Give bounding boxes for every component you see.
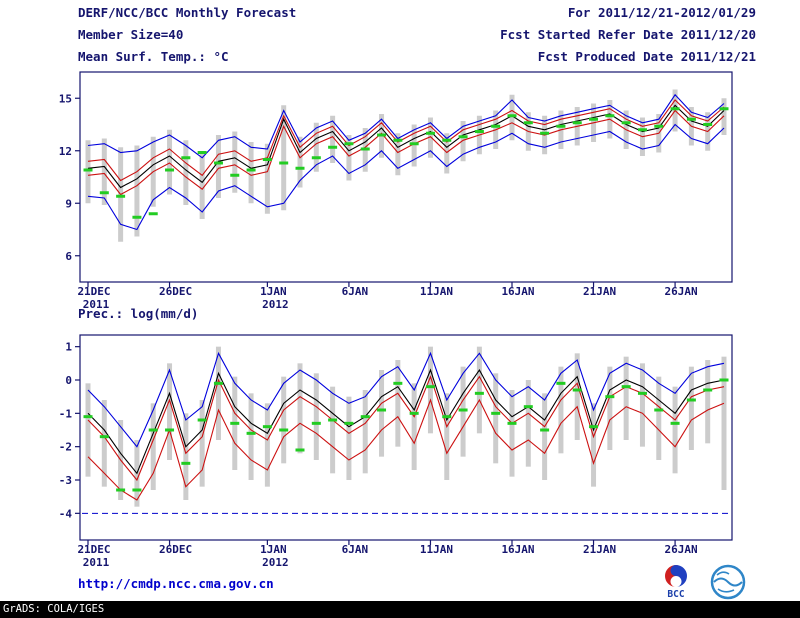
svg-text:2012: 2012 xyxy=(262,556,289,569)
temperature-chart: 15 12 9 6 21DEC 2011 26DEC 1JAN 2012 6JAN 11JAN 16J… xyxy=(0,62,800,316)
svg-text:12: 12 xyxy=(59,145,72,158)
svg-text:0: 0 xyxy=(65,374,72,387)
svg-text:15: 15 xyxy=(59,92,72,105)
svg-text:21JAN: 21JAN xyxy=(583,543,616,556)
svg-text:26DEC: 26DEC xyxy=(159,285,192,298)
svg-text:2011: 2011 xyxy=(83,298,110,311)
svg-text:26JAN: 26JAN xyxy=(665,543,698,556)
bcc-logo: BCC xyxy=(665,565,687,600)
svg-text:-2: -2 xyxy=(59,441,72,454)
forecast-period: For 2011/12/21-2012/01/29 xyxy=(567,5,756,20)
svg-text:-4: -4 xyxy=(59,507,73,520)
svg-text:1: 1 xyxy=(65,341,72,354)
page-title: DERF/NCC/BCC Monthly Forecast xyxy=(78,5,297,20)
svg-text:9: 9 xyxy=(65,197,72,210)
svg-text:-1: -1 xyxy=(59,407,73,420)
temp-chart-title: Mean Surf. Temp.: °C xyxy=(78,49,229,64)
svg-text:16JAN: 16JAN xyxy=(501,543,534,556)
cma-logo xyxy=(710,564,746,600)
website-url: http://cmdp.ncc.cma.gov.cn xyxy=(78,576,274,591)
svg-text:6: 6 xyxy=(65,250,72,263)
grads-credit-text: GrADS: COLA/IGES xyxy=(3,603,105,615)
svg-text:2011: 2011 xyxy=(83,556,110,569)
svg-text:6JAN: 6JAN xyxy=(342,543,369,556)
svg-text:16JAN: 16JAN xyxy=(501,285,534,298)
precip-chart-title: Prec.: log(mm/d) xyxy=(78,306,199,321)
bcc-logo-label: BCC xyxy=(667,589,684,600)
svg-text:1JAN: 1JAN xyxy=(260,285,287,298)
svg-text:6JAN: 6JAN xyxy=(342,285,369,298)
fcst-start-date: Fcst Started Refer Date 2011/12/20 xyxy=(500,27,756,42)
svg-text:21DEC: 21DEC xyxy=(77,543,110,556)
svg-text:-3: -3 xyxy=(59,474,72,487)
svg-text:21JAN: 21JAN xyxy=(583,285,616,298)
svg-text:26DEC: 26DEC xyxy=(159,543,192,556)
precipitation-chart: 1 0 -1 -2 -3 -4 21DEC 2011 26DEC 1JAN 2012 6JAN 11JA… xyxy=(0,325,800,577)
member-size: Member Size=40 xyxy=(78,27,184,42)
svg-text:11JAN: 11JAN xyxy=(420,285,453,298)
svg-text:2012: 2012 xyxy=(262,298,289,311)
fcst-produced-date: Fcst Produced Date 2011/12/21 xyxy=(537,49,756,64)
grads-credit-bar: GrADS: COLA/IGES xyxy=(0,601,800,618)
svg-text:1JAN: 1JAN xyxy=(260,543,287,556)
svg-text:11JAN: 11JAN xyxy=(420,543,453,556)
svg-text:26JAN: 26JAN xyxy=(665,285,698,298)
logo-group: BCC xyxy=(656,562,748,602)
svg-text:21DEC: 21DEC xyxy=(77,285,110,298)
